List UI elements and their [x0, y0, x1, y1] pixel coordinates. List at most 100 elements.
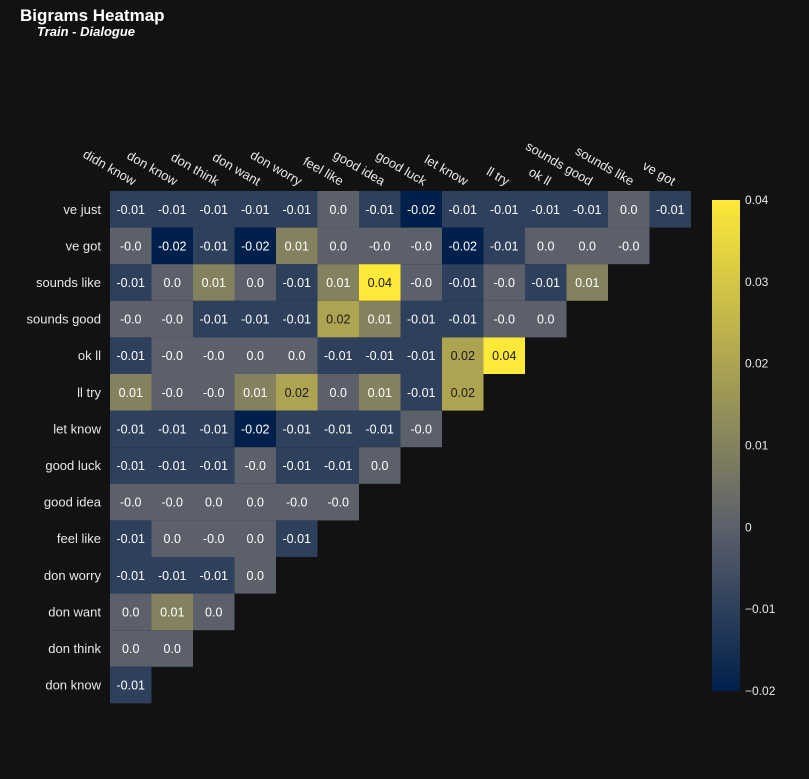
cell-value-label: -0.01 — [158, 459, 187, 473]
cell-value-label: 0.0 — [579, 239, 596, 253]
x-tick-label: let know — [422, 152, 471, 189]
y-tick-label: ll try — [77, 385, 101, 400]
heatmap-cell — [442, 264, 484, 301]
heatmap-cell — [110, 374, 152, 411]
cell-value-label: 0.0 — [247, 276, 264, 290]
heatmap-cell — [525, 264, 567, 301]
heatmap-cell — [193, 337, 235, 374]
colorbar-tick-label: 0.04 — [745, 193, 769, 207]
heatmap-cell — [151, 593, 193, 631]
heatmap-cell — [110, 630, 152, 667]
cell-value-label: -0.01 — [532, 276, 561, 290]
cell-value-label: 0.01 — [160, 605, 184, 619]
x-tick-label: ok ll — [526, 164, 554, 189]
heatmap-cell — [151, 264, 193, 301]
cell-value-label: 0.0 — [164, 276, 181, 290]
cell-value-label: -0.0 — [286, 496, 308, 510]
y-tick-label: let know — [53, 421, 101, 436]
heatmap-cell — [483, 264, 525, 301]
heatmap-cell — [151, 374, 193, 411]
heatmap-cell — [110, 593, 152, 631]
cell-value-label: 0.0 — [537, 239, 554, 253]
cell-value-label: -0.0 — [410, 422, 432, 436]
cell-value-label: 0.0 — [288, 349, 305, 363]
cell-value-label: -0.01 — [117, 679, 146, 693]
heatmap-cell — [110, 520, 152, 557]
cell-value-label: 0.01 — [368, 386, 392, 400]
cell-value-label: -0.0 — [327, 496, 349, 510]
heatmap-cell — [317, 191, 359, 228]
heatmap-cell — [110, 483, 152, 521]
cell-value-label: -0.01 — [241, 203, 270, 217]
cell-value-label: -0.0 — [161, 349, 183, 363]
cell-value-label: -0.01 — [283, 276, 312, 290]
cell-value-label: -0.0 — [161, 386, 183, 400]
heatmap-cell — [317, 264, 359, 301]
colorbar-tick-label: 0.02 — [745, 357, 769, 371]
heatmap-cell — [566, 191, 608, 228]
cell-value-label: 0.02 — [326, 313, 350, 327]
heatmap-cell — [359, 300, 401, 338]
heatmap-cell — [276, 227, 318, 265]
y-tick-label: ve just — [63, 202, 101, 217]
y-tick-label: feel like — [57, 531, 101, 546]
heatmap-cell — [151, 520, 193, 557]
cell-value-label: -0.01 — [283, 532, 312, 546]
heatmap-cell — [359, 374, 401, 411]
cell-value-label: -0.0 — [120, 313, 142, 327]
cell-value-label: -0.02 — [158, 239, 187, 253]
cell-value-label: -0.01 — [117, 349, 146, 363]
cell-value-label: -0.02 — [241, 239, 270, 253]
heatmap-cell — [110, 300, 152, 338]
cell-value-label: -0.01 — [407, 349, 436, 363]
cell-value-label: -0.0 — [410, 239, 432, 253]
cell-value-label: 0.0 — [330, 239, 347, 253]
heatmap-cell — [608, 191, 650, 228]
heatmap-cell — [400, 337, 442, 374]
cell-value-label: -0.01 — [158, 569, 187, 583]
heatmap-cell — [276, 264, 318, 301]
cell-value-label: 0.0 — [164, 532, 181, 546]
cell-value-label: -0.0 — [161, 496, 183, 510]
cell-value-label: -0.01 — [490, 239, 519, 253]
cell-value-label: -0.01 — [283, 422, 312, 436]
heatmap-cell — [483, 191, 525, 228]
y-tick-label: ve got — [66, 238, 102, 253]
heatmap-cell — [525, 300, 567, 338]
x-tick-label: ll try — [484, 164, 513, 189]
cell-value-label: -0.0 — [120, 496, 142, 510]
cell-value-label: 0.0 — [122, 605, 139, 619]
x-tick-label: ve got — [640, 158, 679, 189]
cell-value-label: 0.0 — [122, 642, 139, 656]
cell-value-label: -0.01 — [200, 459, 229, 473]
cell-value-label: -0.01 — [200, 203, 229, 217]
cell-value-label: -0.0 — [369, 239, 391, 253]
cell-value-label: -0.01 — [158, 422, 187, 436]
cell-value-label: 0.0 — [205, 605, 222, 619]
heatmap-cell — [359, 337, 401, 374]
heatmap-cell — [608, 227, 650, 265]
cell-value-label: -0.01 — [449, 203, 478, 217]
colorbar-tick-label: 0.03 — [745, 275, 769, 289]
cell-value-label: 0.01 — [285, 239, 309, 253]
heatmap-cell — [151, 630, 193, 667]
heatmap-cell — [151, 483, 193, 521]
cell-value-label: -0.01 — [117, 422, 146, 436]
heatmap-cell — [110, 337, 152, 374]
cell-value-label: -0.0 — [410, 276, 432, 290]
chart-title: Bigrams Heatmap — [20, 6, 165, 25]
heatmap-cell — [110, 191, 152, 228]
heatmap-cell — [234, 374, 276, 411]
heatmap-cell — [193, 264, 235, 301]
heatmap-cell — [193, 410, 235, 448]
cell-value-label: -0.0 — [618, 239, 640, 253]
heatmap-cell — [276, 374, 318, 411]
cell-value-label: 0.0 — [247, 532, 264, 546]
heatmap-cell — [483, 300, 525, 338]
heatmap-cell — [400, 191, 442, 228]
heatmap-cell — [359, 447, 401, 484]
heatmap-cell — [317, 374, 359, 411]
cell-value-label: 0.01 — [326, 276, 350, 290]
cell-value-label: -0.0 — [161, 313, 183, 327]
heatmap-cell — [234, 410, 276, 448]
